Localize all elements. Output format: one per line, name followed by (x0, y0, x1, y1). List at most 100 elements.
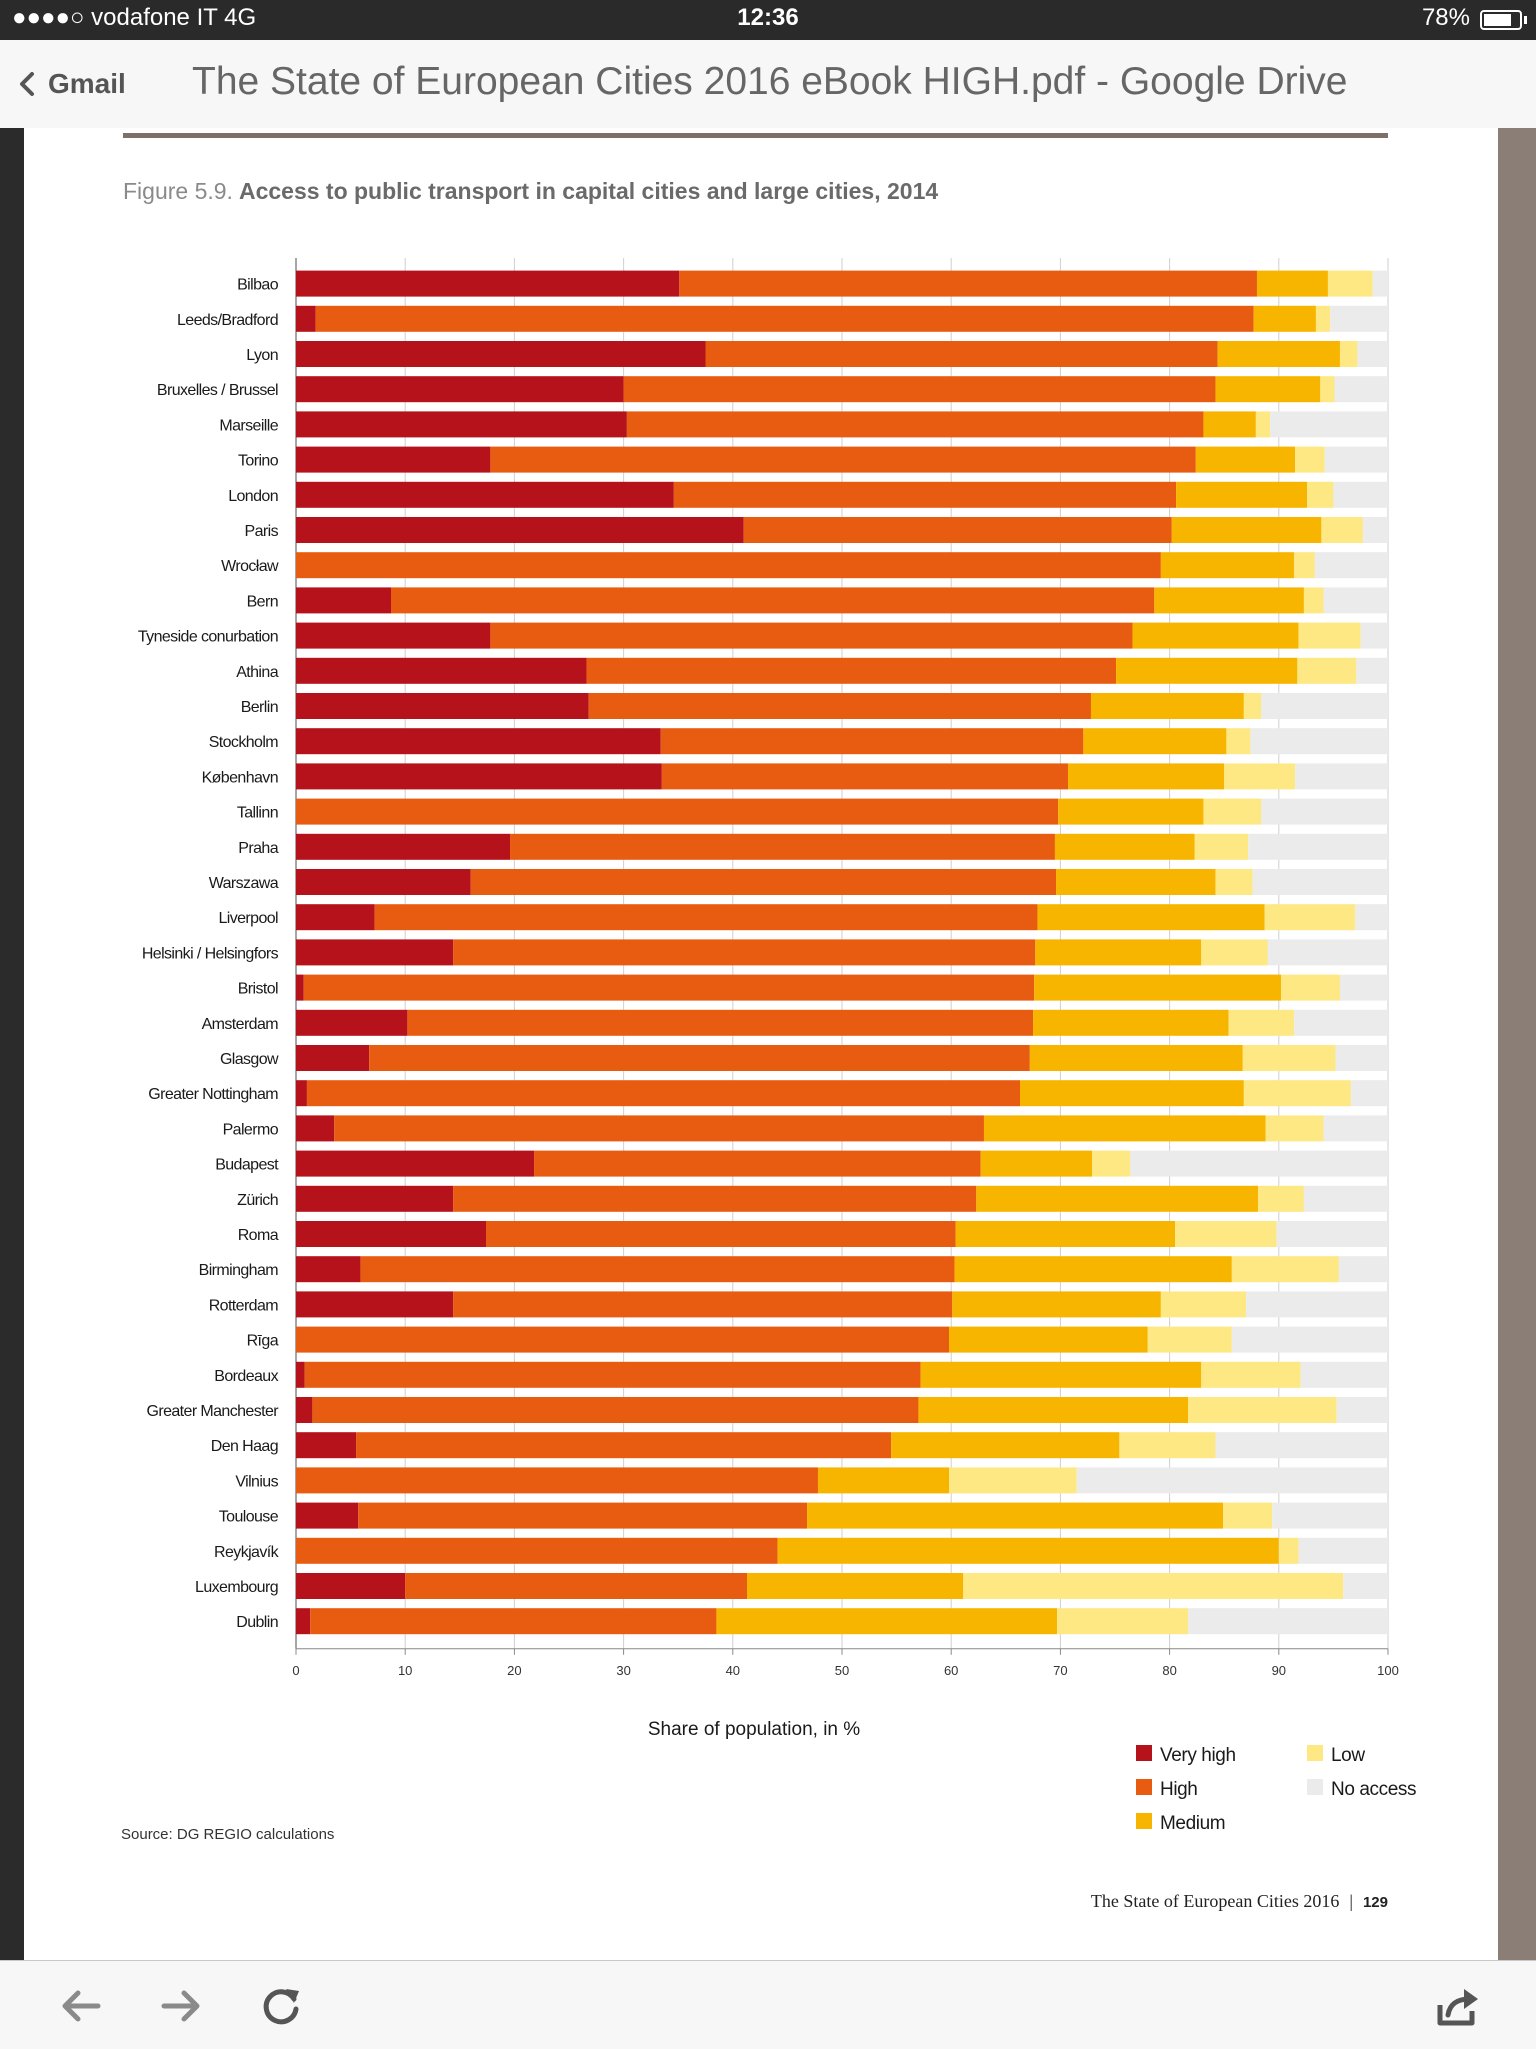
bar-segment-high (453, 1291, 953, 1318)
bar-segment-high (334, 1115, 984, 1142)
bar-segment-medium (1116, 657, 1298, 684)
scroll-strip[interactable] (1498, 128, 1536, 1960)
bar-segment-no-access (1231, 1326, 1388, 1353)
chart: Figure 5.9. Access to public transport in… (121, 133, 1417, 1911)
bar-segment-high (510, 833, 1055, 860)
bar-segment-very-high (296, 587, 392, 614)
bar-segment-no-access (1261, 798, 1388, 825)
bar-segment-high (490, 622, 1133, 649)
bar-segment-very-high (296, 657, 587, 684)
category-label: Wrocław (221, 558, 279, 575)
bar-segment-very-high (296, 728, 661, 755)
bar-segment-high (369, 1045, 1030, 1071)
legend-swatch (1136, 1779, 1152, 1795)
bar-segment-very-high (296, 1291, 454, 1318)
reload-icon[interactable] (256, 1981, 306, 2031)
back-button[interactable]: Gmail (12, 62, 126, 106)
page-number: 129 (1363, 1894, 1388, 1911)
status-bar: ●●●●○ vodafone IT 4G 12:36 78% (0, 0, 1536, 40)
figure-title: Access to public transport in capital ci… (239, 178, 938, 204)
bar-segment-low (1297, 657, 1357, 684)
category-label: Paris (245, 523, 279, 540)
bar-segment-no-access (1272, 1502, 1388, 1529)
bar-segment-very-high (296, 904, 375, 931)
page-footer: The State of European Cities 2016 | 129 (1091, 1891, 1388, 1911)
bar-segment-medium (1033, 1009, 1229, 1036)
bar-segment-no-access (1276, 1221, 1388, 1247)
bar-segment-medium (746, 1573, 964, 1599)
bar-segment-very-high (296, 481, 674, 508)
bar-segment-no-access (1248, 833, 1388, 860)
bar-segment-no-access (1360, 622, 1388, 649)
bar-segment-medium (1217, 341, 1340, 367)
figure-label: Figure 5.9. (123, 178, 233, 204)
bar-segment-high (743, 517, 1172, 543)
bar-segment-high (296, 1537, 778, 1564)
bar-segment-low (1264, 904, 1356, 931)
bar-segment-very-high (296, 833, 511, 860)
legend-label: Medium (1160, 1813, 1225, 1834)
legend-swatch (1307, 1779, 1323, 1795)
pdf-viewer[interactable]: Figure 5.9. Access to public transport in… (0, 128, 1536, 1960)
bar-segment-low (1201, 939, 1268, 966)
bar-segment-very-high (296, 622, 491, 649)
category-label: Dublin (236, 1614, 278, 1631)
bar-segment-medium (980, 1150, 1093, 1177)
x-tick-label: 40 (726, 1663, 740, 1678)
bar-segment-high (356, 1432, 892, 1459)
category-label: Greater Manchester (147, 1403, 280, 1420)
source-note: Source: DG REGIO calculations (121, 1826, 334, 1843)
bar-segment-medium (1029, 1045, 1243, 1071)
bar-segment-low (1057, 1608, 1189, 1635)
x-tick-labels: 0 10 20 30 40 50 60 70 80 90 100 (292, 1663, 1398, 1678)
category-label: Glasgow (220, 1051, 279, 1068)
bar-segment-no-access (1335, 1045, 1388, 1071)
category-label: Rīga (247, 1333, 279, 1350)
legend-swatch (1136, 1745, 1152, 1761)
legend-swatch (1136, 1813, 1152, 1829)
bar-segment-high (626, 411, 1204, 438)
bar-segment-medium (1215, 376, 1321, 403)
battery-icon (1480, 10, 1522, 30)
footer-separator: | (1349, 1891, 1353, 1911)
bar-segment-high (490, 446, 1196, 473)
category-label: Rotterdam (209, 1297, 279, 1314)
document-title: The State of European Cities 2016 eBook … (192, 60, 1348, 103)
bar-segment-low (1294, 552, 1315, 579)
x-tick-label: 20 (507, 1663, 521, 1678)
bar-segment-low (1175, 1221, 1277, 1247)
bar-segment-high (296, 552, 1161, 579)
bar-segment-low (1327, 270, 1373, 297)
bar-segment-high (296, 798, 1059, 825)
forward-arrow-icon[interactable] (156, 1981, 206, 2031)
bar-segment-medium (1090, 693, 1244, 719)
navigation-bar: Gmail The State of European Cities 2016 … (0, 40, 1536, 129)
bar-segment-very-high (296, 974, 304, 1001)
bar-segment-high (660, 728, 1084, 755)
bar-segment-medium (1019, 1080, 1244, 1107)
bar-segment-low (1298, 622, 1361, 649)
bar-segment-low (1092, 1150, 1131, 1177)
category-label: Den Haag (211, 1438, 278, 1455)
bar-segment-no-access (1261, 693, 1388, 719)
bar-segment-no-access (1250, 728, 1388, 755)
bar-segment-high (374, 904, 1038, 931)
bar-segment-no-access (1323, 1115, 1388, 1142)
back-arrow-icon[interactable] (56, 1981, 106, 2031)
bar-segment-medium (1154, 587, 1304, 614)
bar-segment-medium (1054, 833, 1195, 860)
bar-segment-very-high (296, 763, 662, 790)
back-label: Gmail (48, 68, 126, 99)
bottom-toolbar (0, 1960, 1536, 2049)
bar-segment-medium (1056, 869, 1216, 895)
bar-segment-no-access (1270, 411, 1388, 438)
bar-segment-no-access (1333, 481, 1388, 508)
category-label: Bruxelles / Brussel (157, 382, 278, 399)
category-label: Birmingham (199, 1262, 279, 1279)
category-label: Helsinki / Helsingfors (142, 945, 279, 962)
bar-segment-low (1228, 1009, 1295, 1036)
bar-segment-high (586, 657, 1117, 684)
bar-segment-no-access (1356, 657, 1388, 684)
share-icon[interactable] (1430, 1981, 1480, 2031)
x-tick-label: 80 (1162, 1663, 1176, 1678)
